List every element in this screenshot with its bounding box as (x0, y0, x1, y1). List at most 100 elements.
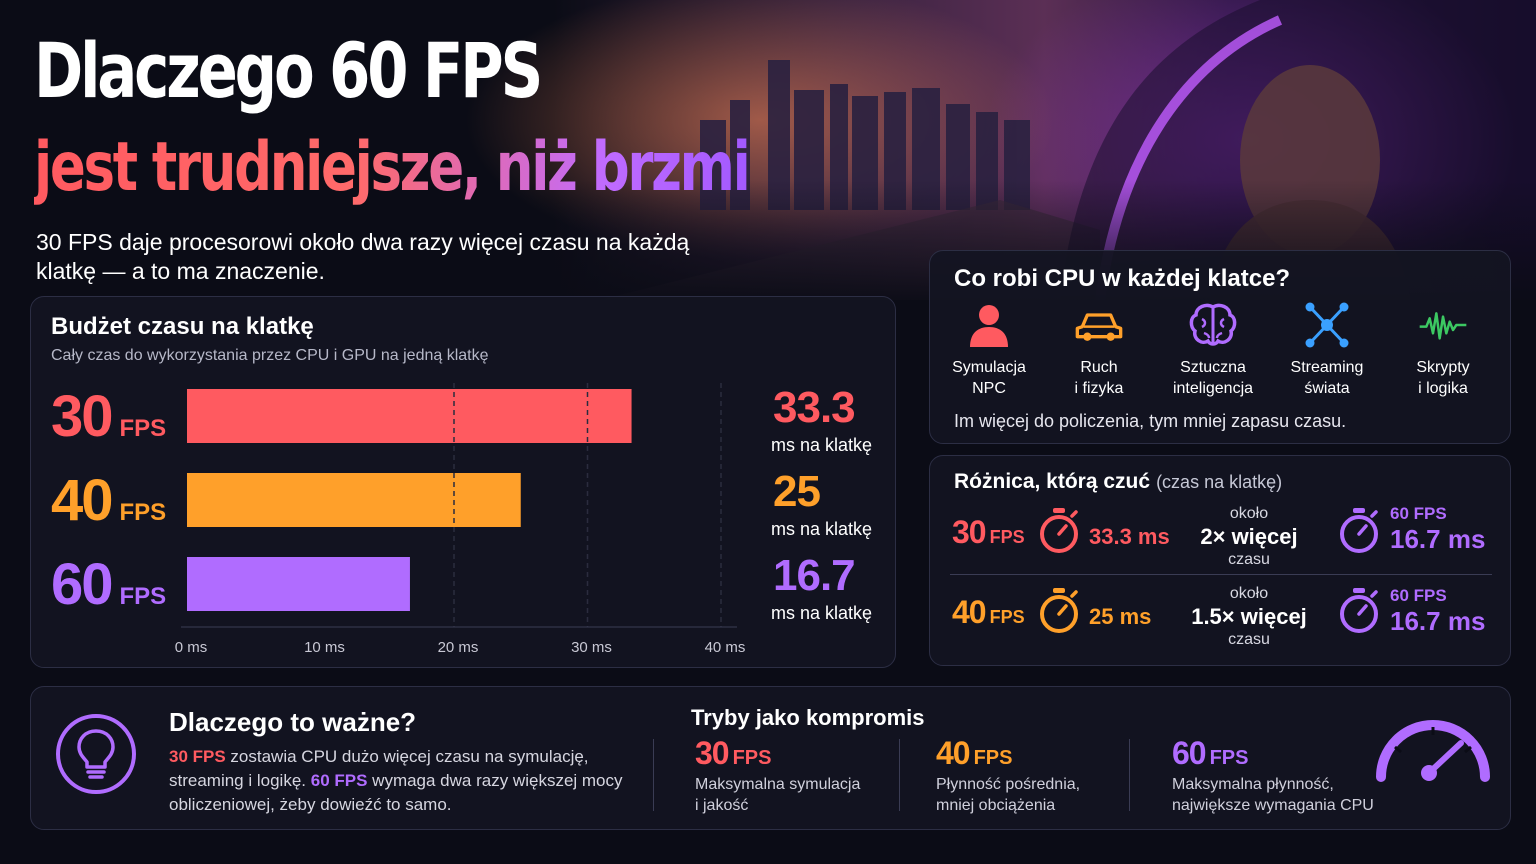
x-tick-label: 20 ms (438, 639, 479, 656)
diff-row-40-fps-factor: około 1.5× więcej czasu (1174, 584, 1324, 650)
cpu-tasks-panel: Co robi CPU w każdej klatce? Symulacja NP… (929, 250, 1511, 444)
diff-row-30-fps-label: 30 FPS (952, 514, 1025, 551)
bar-40-fps (187, 473, 521, 527)
x-tick-label: 40 ms (705, 639, 746, 656)
speedometer-icon (1376, 720, 1490, 782)
cpu-task-line1: Sztuczna (1180, 359, 1246, 376)
diff-ref-fps: 60 FPS (1390, 586, 1447, 605)
stopwatch-icon (1340, 508, 1378, 553)
diff-ref-ms: 16.7 ms (1390, 606, 1486, 636)
diff-row-40-fps-reference: 60 FPS 16.7 ms (1390, 586, 1485, 636)
why-highlight-30-fps: 30 FPS (169, 747, 226, 766)
modes-divider (653, 739, 654, 811)
bar-label-unit: FPS (119, 499, 167, 526)
stopwatch-icon (1040, 588, 1078, 633)
stopwatch-icon (1340, 588, 1378, 633)
bar-value-40-fps: 25 (773, 467, 821, 516)
mode-desc-line2: mniej obciążenia (936, 797, 1056, 814)
x-tick-label: 30 ms (571, 639, 612, 656)
diff-row-30-fps-factor: około 2× więcej czasu (1174, 504, 1324, 570)
modes-title: Tryby jako kompromis (691, 705, 925, 730)
diff-ref-fps: 60 FPS (1390, 504, 1447, 523)
stopwatch-icon (1040, 508, 1078, 553)
modes-divider (899, 739, 900, 811)
diff-row-40-fps-label: 40 FPS (952, 594, 1025, 631)
mode-desc-line2: i jakość (695, 797, 749, 814)
brain-icon (1189, 303, 1237, 346)
diff-row-40-fps-ms: 25 ms (1089, 604, 1152, 629)
frame-budget-chart-panel: 0 ms 10 ms 20 ms 30 ms 40 ms Budżet czasu na… (30, 296, 896, 668)
bar-label-unit: FPS (119, 415, 167, 442)
cpu-task-npc: Symulacja NPC (934, 301, 1044, 399)
diff-title-note: (czas na klatkę) (1156, 472, 1283, 492)
x-tick-label: 10 ms (304, 639, 345, 656)
main-title: Dlaczego 60 FPS (34, 26, 543, 115)
mode-desc-line1: Maksymalna płynność, (1172, 776, 1334, 793)
cpu-task-line2: i fizyka (1074, 380, 1124, 397)
mode-fps-unit: FPS (973, 747, 1013, 769)
diff-about-label: około (1229, 585, 1269, 602)
diff-row-30-fps-ms: 33.3 ms (1089, 524, 1170, 549)
bar-label-60-fps: 60 FPS (51, 551, 166, 618)
diff-about-label: około (1229, 505, 1269, 522)
bar-label-unit: FPS (119, 583, 167, 610)
cpu-task-ai: Sztuczna inteligencja (1158, 301, 1268, 399)
mode-fps-unit: FPS (1209, 747, 1249, 769)
diff-ref-ms: 16.7 ms (1390, 524, 1486, 554)
cpu-task-physics: Ruch i fizyka (1044, 301, 1154, 399)
bar-label-30-fps: 30 FPS (51, 383, 166, 450)
bar-caption-30-fps: ms na klatkę (771, 435, 873, 455)
diff-fps-unit: FPS (989, 527, 1025, 547)
lightbulb-icon (56, 714, 136, 794)
cpu-task-line1: Skrypty (1416, 359, 1470, 376)
page-subtitle: 30 FPS daje procesorowi około dwa razy w… (36, 229, 690, 284)
why-highlight-60-fps: 60 FPS (310, 771, 368, 790)
cpu-task-line1: Ruch (1080, 359, 1118, 376)
mode-fps-number: 40 (936, 735, 971, 771)
x-tick-label: 0 ms (175, 639, 208, 656)
bar-caption-40-fps: ms na klatkę (771, 519, 873, 539)
diff-row-30-fps-reference: 60 FPS 16.7 ms (1390, 504, 1485, 554)
cpu-task-line2: i logika (1418, 380, 1468, 397)
network-icon (1305, 302, 1349, 348)
why-text-part1: zostawia CPU dużo więcej czasu na symula… (169, 747, 589, 790)
frame-time-difference-panel: Różnica, którą czuć (czas na klatkę) 30 FP… (929, 455, 1511, 666)
diff-time-label: czasu (1228, 551, 1270, 568)
bar-caption-60-fps: ms na klatkę (771, 603, 873, 623)
cpu-task-scripts: Skrypty i logika (1388, 301, 1498, 399)
why-text: 30 FPS zostawia CPU dużo więcej czasu na… (169, 745, 639, 817)
cpu-task-line2: inteligencja (1172, 380, 1254, 397)
bar-label-number: 40 (51, 468, 113, 533)
bar-label-number: 60 (51, 552, 113, 617)
mode-desc-line1: Maksymalna symulacja (695, 776, 861, 793)
mode-fps-unit: FPS (732, 747, 772, 769)
cpu-task-line1: Symulacja (952, 359, 1026, 376)
chart-title: Budżet czasu na klatkę (51, 313, 314, 340)
bar-value-30-fps: 33.3 (773, 383, 856, 432)
diff-fps-unit: FPS (989, 607, 1025, 627)
mode-desc-line2: największe wymagania CPU (1172, 797, 1374, 814)
diff-fps-number: 30 (952, 514, 987, 550)
why-title: Dlaczego to ważne? (169, 707, 417, 737)
cpu-panel-note: Im więcej do policzenia, tym mniej zapas… (954, 411, 1347, 431)
mode-desc-line1: Płynność pośrednia, (936, 776, 1081, 793)
bar-label-number: 30 (51, 384, 113, 449)
mode-fps-number: 30 (695, 735, 730, 771)
why-it-matters-panel: Dlaczego to ważne? 30 FPS zostawia CPU d… (30, 686, 1511, 830)
waveform-icon (1419, 312, 1467, 340)
diff-time-label: czasu (1228, 631, 1270, 648)
mode-fps-number: 60 (1172, 735, 1207, 771)
mode-30-fps: 30 FPS Maksymalna symulacja i jakość (695, 735, 860, 816)
bar-30-fps (187, 389, 632, 443)
bar-60-fps (187, 557, 410, 611)
cpu-task-line1: Streaming (1290, 359, 1364, 376)
modes-divider (1129, 739, 1130, 811)
cpu-panel-title: Co robi CPU w każdej klatce? (954, 265, 1291, 292)
diff-factor-label: 2× więcej (1200, 524, 1298, 549)
cpu-task-line2: NPC (972, 380, 1006, 397)
diff-panel-title: Różnica, którą czuć (czas na klatkę) (954, 470, 1282, 494)
diff-title-main: Różnica, którą czuć (954, 470, 1151, 493)
cpu-task-streaming: Streaming świata (1272, 301, 1382, 399)
bar-value-60-fps: 16.7 (773, 551, 856, 600)
bar-label-40-fps: 40 FPS (51, 467, 166, 534)
